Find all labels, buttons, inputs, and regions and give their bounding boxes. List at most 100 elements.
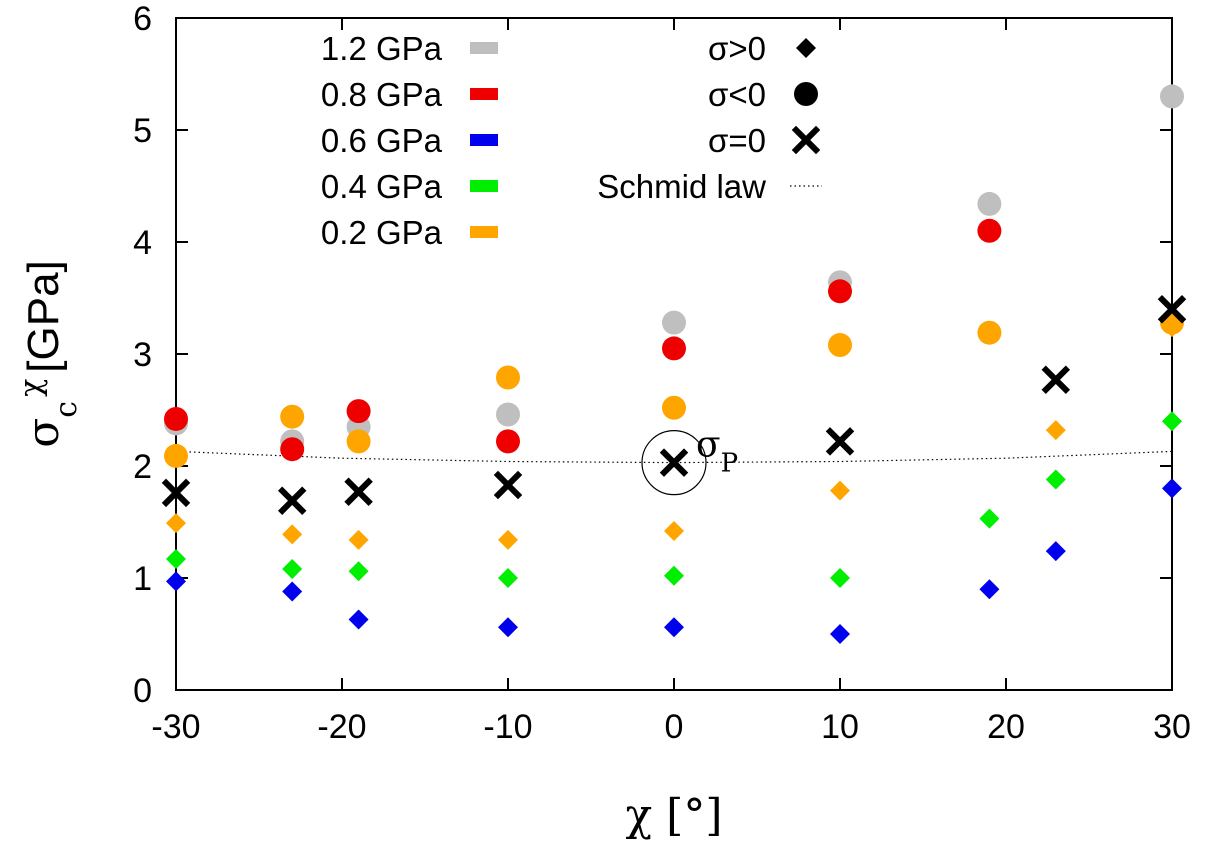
y-tick-label: 1 [133, 560, 152, 598]
sigma-p-subscript: P [721, 449, 739, 479]
point-circle [346, 399, 371, 424]
point-circle [164, 406, 188, 431]
point-diamond [1045, 420, 1066, 441]
y-tick-label: 0 [133, 672, 152, 710]
x-tick-label: 20 [987, 708, 1025, 746]
y-tick-label: 3 [133, 336, 152, 374]
point-circle [496, 365, 520, 390]
y-tick-label: 5 [133, 112, 152, 150]
point-circle [280, 437, 305, 462]
point-diamond [664, 565, 684, 586]
point-diamond [664, 617, 684, 638]
point-circle [496, 429, 520, 454]
point-circle [662, 395, 686, 420]
x-tick-label: 30 [1153, 708, 1191, 746]
legend-pressure-label: 0.8 GPa [321, 76, 443, 113]
legend-sign-label: σ>0 [708, 30, 766, 67]
point-circle [346, 429, 371, 454]
data-points [161, 84, 1187, 644]
point-cross [344, 477, 373, 507]
point-diamond [1045, 541, 1066, 562]
point-diamond [979, 508, 1000, 529]
axis-ticks: -30 -20 -10 0 10 20 30 0 1 2 3 4 5 6 [133, 0, 1191, 746]
point-diamond [1162, 478, 1182, 499]
legend-sign-label: σ<0 [708, 76, 766, 113]
legend-pressure-label: 0.4 GPa [321, 168, 443, 205]
x-axis-title: χ [°] [626, 790, 723, 841]
point-diamond [348, 561, 369, 582]
point-diamond [282, 524, 303, 545]
x-tick-label: 0 [665, 708, 684, 746]
legend-sign-label: σ=0 [708, 122, 766, 159]
x-tick-label: -30 [151, 708, 200, 746]
x-tick-label: -20 [317, 708, 366, 746]
point-cross [659, 448, 689, 477]
point-cross [493, 470, 523, 500]
sigma-p-annotation: σP [641, 425, 738, 496]
point-circle [496, 402, 520, 427]
point-circle [828, 279, 852, 304]
point-cross [161, 478, 191, 508]
legend-pressure-label: 1.2 GPa [321, 30, 443, 67]
y-tick-label: 6 [133, 0, 152, 38]
point-diamond [830, 480, 850, 501]
point-diamond [282, 559, 303, 580]
legend: 1.2 GPa 0.8 GPa 0.6 GPa 0.4 GPa 0.2 GPa σ>0 σ<… [321, 30, 822, 251]
legend-pressure-swatch [470, 42, 498, 54]
point-circle [164, 443, 188, 468]
x-tick-label: -10 [483, 708, 532, 746]
point-cross [825, 427, 855, 456]
y-axis-title: σcχ[GPa] [14, 260, 84, 448]
point-diamond [348, 529, 369, 550]
legend-pressure-swatch [470, 88, 498, 100]
point-cross [1041, 365, 1071, 395]
y-tick-label: 4 [133, 224, 152, 262]
point-diamond [348, 609, 369, 630]
point-circle [977, 320, 1002, 345]
legend-pressure-label: 0.2 GPa [321, 214, 443, 251]
point-diamond [1162, 317, 1182, 338]
sigma-p-marker [641, 430, 707, 496]
point-circle [977, 191, 1002, 216]
point-diamond [979, 579, 1000, 600]
point-diamond [498, 568, 518, 588]
point-diamond [166, 513, 186, 534]
y-tick-label: 2 [133, 448, 152, 486]
point-diamond [1162, 411, 1182, 432]
point-diamond [830, 624, 850, 644]
point-diamond [498, 529, 518, 550]
point-circle [977, 218, 1002, 243]
point-diamond [166, 548, 186, 569]
legend-circle-marker [794, 82, 818, 106]
point-cross-stroke-b [1157, 294, 1187, 324]
legend-pressure-swatch [470, 180, 498, 192]
legend-sign-label: Schmid law [597, 168, 766, 205]
point-cross-stroke-b [1041, 365, 1071, 395]
point-cross-stroke-b [659, 448, 689, 477]
point-cross-stroke-b [344, 477, 373, 507]
legend-pressure-swatch [470, 134, 498, 146]
point-cross-stroke-b [277, 486, 307, 515]
point-cross [1157, 294, 1187, 324]
legend-cross-marker-stroke-b [791, 125, 821, 155]
point-diamond [1045, 469, 1066, 490]
point-diamond [664, 520, 684, 541]
point-circle [1160, 84, 1184, 109]
point-diamond [166, 571, 186, 592]
point-cross-stroke-b [825, 427, 855, 456]
point-circle [280, 404, 305, 429]
point-diamond [498, 617, 518, 638]
point-circle [662, 336, 686, 361]
legend-pressure-label: 0.6 GPa [321, 122, 443, 159]
point-diamond [830, 568, 850, 588]
x-tick-label: 10 [821, 708, 859, 746]
point-circle [662, 310, 686, 335]
point-circle [828, 333, 852, 358]
point-cross-stroke-b [493, 470, 523, 500]
legend-diamond-marker [796, 38, 816, 58]
point-cross-stroke-b [161, 478, 191, 508]
sigma-p-label: σP [696, 425, 738, 479]
legend-pressure-swatch [470, 226, 498, 238]
point-diamond [282, 581, 303, 602]
